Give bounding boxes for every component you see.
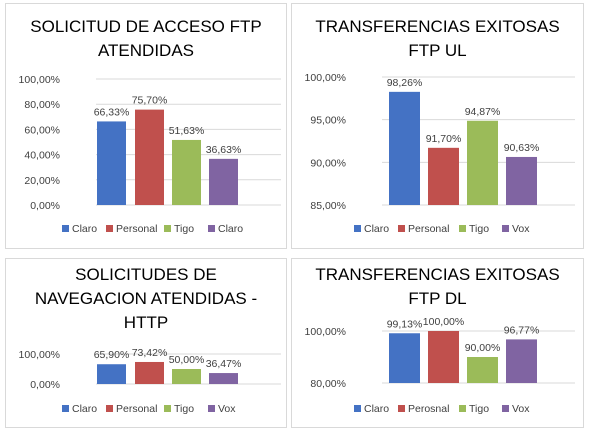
data-label: 50,00% (169, 354, 205, 366)
data-label: 65,90% (94, 349, 130, 361)
chart-panel-ftp-ul: TRANSFERENCIAS EXITOSAS FTP UL 85,00% 90,00… (291, 3, 584, 249)
legend-swatch (459, 225, 466, 232)
legend-label: Claro (364, 403, 389, 415)
data-label: 96,77% (504, 324, 540, 336)
legend-label: Tigo (174, 223, 194, 235)
bar (97, 121, 126, 205)
y-tick-label: 85,00% (310, 200, 346, 212)
legend-label: Tigo (469, 403, 489, 415)
legend-swatch (164, 405, 171, 412)
chart-title-line: TRANSFERENCIAS EXITOSAS (315, 265, 559, 284)
bar (135, 109, 164, 205)
legend-label: Personal (116, 403, 157, 415)
y-tick-label: 60,00% (24, 124, 60, 136)
chart-title-line: NAVEGACION ATENDIDAS - (35, 289, 257, 308)
legend-label: Tigo (469, 223, 489, 235)
data-label: 91,70% (426, 133, 462, 145)
data-label: 75,70% (132, 95, 168, 107)
legend-label: Vox (512, 403, 530, 415)
chart-title-line: FTP UL (408, 41, 466, 60)
chart-title-line: FTP DL (408, 289, 466, 308)
bar (506, 156, 537, 205)
data-label: 98,26% (387, 77, 423, 89)
legend-label: Tigo (174, 403, 194, 415)
chart-svg: SOLICITUD DE ACCESO FTP ATENDIDAS 0,00% 20,… (19, 17, 281, 235)
y-tick-label: 90,00% (310, 157, 346, 169)
legend-swatch (398, 405, 405, 412)
y-tick-label: 0,00% (30, 200, 60, 212)
legend-swatch (62, 225, 69, 232)
data-label: 66,33% (94, 106, 130, 118)
data-label: 36,63% (206, 144, 242, 156)
legend-label: Vox (218, 403, 236, 415)
legend-swatch (354, 225, 361, 232)
legend-label: Personal (116, 223, 157, 235)
chart-svg: TRANSFERENCIAS EXITOSAS FTP DL 80,00% 100,0… (305, 265, 575, 415)
chart-title-line: HTTP (124, 313, 168, 332)
y-tick-label: 80,00% (24, 99, 60, 111)
legend-swatch (502, 405, 509, 412)
data-label: 94,87% (465, 106, 501, 118)
data-label: 100,00% (423, 316, 464, 328)
legend-swatch (106, 405, 113, 412)
legend-label: Claro (72, 403, 97, 415)
legend-swatch (62, 405, 69, 412)
legend-label: Claro (364, 223, 389, 235)
bar (172, 139, 201, 205)
legend-swatch (208, 225, 215, 232)
chart-svg: TRANSFERENCIAS EXITOSAS FTP UL 85,00% 90,00… (305, 17, 575, 235)
chart-panel-ftp-dl: TRANSFERENCIAS EXITOSAS FTP DL 80,00% 100,0… (291, 258, 584, 428)
legend-swatch (164, 225, 171, 232)
legend-label: Personal (408, 223, 449, 235)
data-label: 90,00% (465, 342, 501, 354)
bar (428, 147, 459, 205)
bar (135, 361, 164, 384)
y-tick-label: 20,00% (24, 175, 60, 187)
data-label: 73,42% (132, 347, 168, 359)
chart-title-line: SOLICITUD DE ACCESO FTP (30, 17, 261, 36)
bar (209, 373, 238, 384)
bar (467, 120, 498, 205)
bar (428, 331, 459, 383)
legend-label: Claro (72, 223, 97, 235)
chart-title-line: SOLICITUDES DE (75, 265, 217, 284)
y-tick-label: 80,00% (310, 378, 346, 390)
legend-label: Perosnal (408, 403, 449, 415)
y-tick-label: 40,00% (24, 150, 60, 162)
chart-panel-http: SOLICITUDES DE NAVEGACION ATENDIDAS - HTTP… (5, 258, 287, 428)
chart-svg: SOLICITUDES DE NAVEGACION ATENDIDAS - HTTP… (19, 265, 281, 415)
legend-swatch (354, 405, 361, 412)
bar (389, 91, 420, 205)
data-label: 90,63% (504, 142, 540, 154)
bar (172, 369, 201, 384)
bar (467, 357, 498, 383)
data-label: 36,47% (206, 358, 242, 370)
chart-title-line: TRANSFERENCIAS EXITOSAS (315, 17, 559, 36)
data-label: 99,13% (387, 318, 423, 330)
chart-panel-ftp-access: SOLICITUD DE ACCESO FTP ATENDIDAS 0,00% 20,… (5, 3, 287, 249)
legend-label: Claro (218, 223, 243, 235)
legend-label: Vox (512, 223, 530, 235)
y-tick-label: 100,00% (305, 72, 346, 84)
y-tick-label: 100,00% (305, 326, 346, 338)
legend-swatch (398, 225, 405, 232)
chart-title-line: ATENDIDAS (98, 41, 194, 60)
bar (506, 339, 537, 383)
y-tick-label: 100,00% (19, 349, 60, 361)
bar (209, 158, 238, 205)
bar (97, 364, 126, 384)
y-tick-label: 0,00% (30, 379, 60, 391)
data-label: 51,63% (169, 125, 205, 137)
y-tick-label: 95,00% (310, 115, 346, 127)
bar (389, 333, 420, 383)
legend-swatch (208, 405, 215, 412)
y-tick-label: 100,00% (19, 74, 60, 86)
legend-swatch (459, 405, 466, 412)
legend-swatch (502, 225, 509, 232)
legend-swatch (106, 225, 113, 232)
